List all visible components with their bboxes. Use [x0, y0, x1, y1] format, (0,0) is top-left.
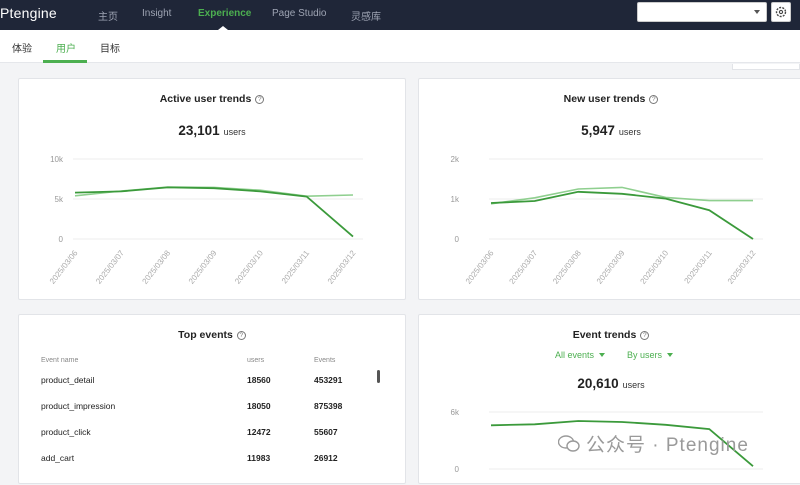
- event-count: 55607: [314, 427, 338, 437]
- x-tick-label: 2025/03/12: [726, 248, 758, 286]
- y-tick-label: 5k: [55, 195, 64, 204]
- y-tick-label: 1k: [451, 195, 460, 204]
- total-unit: users: [622, 380, 645, 390]
- series-line: [490, 420, 754, 467]
- event-users: 12472: [247, 427, 271, 437]
- help-icon[interactable]: ?: [236, 331, 246, 340]
- card-title-text: Active user trends: [159, 93, 252, 105]
- event-trend-chart: 6k 0: [451, 408, 763, 474]
- x-tick-label: 2025/03/06: [48, 248, 80, 286]
- event-name[interactable]: product_impression: [41, 401, 116, 411]
- x-tick-label: 2025/03/06: [464, 248, 496, 286]
- logo[interactable]: Ptengine: [0, 5, 57, 21]
- x-tick-label: 2025/03/10: [638, 248, 670, 286]
- tab-goals[interactable]: 目标: [100, 44, 120, 55]
- total-value: 5,947: [581, 123, 615, 138]
- help-icon[interactable]: ?: [649, 95, 659, 104]
- nav-item-page-studio[interactable]: Page Studio: [272, 8, 327, 19]
- event-trends-card: Event trends? All events By users 20,610…: [418, 314, 800, 484]
- caret-down-icon: [667, 353, 674, 357]
- x-tick-label: 2025/03/09: [187, 248, 219, 286]
- date-picker-tab[interactable]: [732, 64, 800, 70]
- x-tick-label: 2025/03/10: [233, 248, 265, 286]
- column-header-events[interactable]: Events: [314, 357, 336, 364]
- nav-item-home[interactable]: 主页: [98, 12, 118, 23]
- column-header-users[interactable]: users: [247, 357, 265, 364]
- x-tick-label: 2025/03/09: [595, 248, 627, 286]
- event-count: 453291: [314, 375, 343, 385]
- total-value: 20,610: [577, 376, 619, 391]
- active-user-trend-chart: 10k 5k 0 2025/03/06 2025/03/07 2025/03/08 2025…: [48, 155, 363, 286]
- y-tick-label: 10k: [50, 155, 64, 164]
- event-name[interactable]: add_cart: [41, 453, 75, 463]
- y-tick-label: 2k: [451, 155, 460, 164]
- x-tick-label: 2025/03/11: [683, 248, 715, 285]
- card-title-text: Top events: [178, 329, 233, 341]
- total-unit: users: [618, 127, 641, 137]
- gear-icon: [775, 6, 787, 18]
- x-tick-label: 2025/03/08: [140, 248, 172, 286]
- active-user-trends-card: Active user trends? 23,101 users 10k 5k 0 20…: [18, 78, 406, 300]
- card-title-text: New user trends: [563, 93, 646, 105]
- card-title: Event trends?: [419, 329, 800, 341]
- y-tick-label: 0: [455, 235, 460, 244]
- tab-users[interactable]: 用户: [56, 44, 76, 55]
- card-title: Active user trends?: [19, 93, 405, 105]
- settings-button[interactable]: [771, 2, 791, 22]
- active-users-total: 23,101 users: [19, 123, 405, 138]
- top-navigation: Ptengine 主页 Insight Experience Page Stud…: [0, 0, 800, 30]
- scrollbar-thumb[interactable]: [377, 370, 380, 383]
- total-unit: users: [223, 127, 246, 137]
- total-value: 23,101: [178, 123, 220, 138]
- card-title: New user trends?: [419, 93, 800, 105]
- x-tick-label: 2025/03/12: [326, 248, 358, 286]
- event-users: 18560: [247, 375, 271, 385]
- top-events-card: Top events? Event name users Events prod…: [18, 314, 406, 484]
- active-nav-indicator: [218, 26, 228, 30]
- x-tick-label: 2025/03/07: [507, 248, 539, 286]
- metric-filter-dropdown[interactable]: By users: [627, 350, 674, 360]
- y-tick-label: 0: [59, 235, 64, 244]
- help-icon[interactable]: ?: [640, 331, 650, 340]
- series-line: [490, 186, 753, 205]
- card-title: Top events?: [19, 329, 405, 341]
- event-count: 26912: [314, 453, 338, 463]
- x-tick-label: 2025/03/11: [280, 248, 312, 285]
- event-filter-dropdown[interactable]: All events: [555, 350, 606, 360]
- tab-experience[interactable]: 体验: [12, 44, 32, 55]
- new-users-total: 5,947 users: [419, 123, 800, 138]
- x-tick-label: 2025/03/07: [94, 248, 126, 286]
- help-icon[interactable]: ?: [255, 95, 265, 104]
- chevron-down-icon: [754, 10, 760, 14]
- event-name[interactable]: product_detail: [41, 375, 95, 385]
- event-users: 18050: [247, 401, 271, 411]
- y-tick-label: 0: [455, 465, 460, 474]
- event-filter-label: All events: [555, 350, 595, 360]
- new-user-trend-chart: 2k 1k 0 2025/03/06 2025/03/07 2025/03/08 2025/…: [451, 155, 763, 286]
- event-name[interactable]: product_click: [41, 427, 91, 437]
- x-tick-label: 2025/03/08: [551, 248, 583, 286]
- card-title-text: Event trends: [572, 329, 637, 341]
- watermark: 公众号 · Ptengine: [557, 430, 749, 457]
- active-tab-underline: [43, 60, 87, 63]
- y-tick-label: 6k: [451, 408, 460, 417]
- column-header-event-name[interactable]: Event name: [41, 357, 79, 364]
- project-select[interactable]: [637, 2, 767, 22]
- metric-filter-label: By users: [627, 350, 663, 360]
- sub-navigation: 体验 用户 目标: [0, 30, 800, 63]
- event-trends-total: 20,610 users: [419, 376, 800, 391]
- series-line: [490, 190, 754, 240]
- event-users: 11983: [247, 453, 271, 463]
- nav-item-inspiration[interactable]: 灵感库: [351, 12, 381, 23]
- nav-item-experience[interactable]: Experience: [198, 8, 252, 19]
- new-user-trends-card: New user trends? 5,947 users 2k 1k 0 2025/03…: [418, 78, 800, 300]
- caret-down-icon: [599, 353, 606, 357]
- event-count: 875398: [314, 401, 343, 411]
- watermark-text: 公众号 · Ptengine: [586, 435, 749, 456]
- series-line: [74, 186, 354, 238]
- nav-item-insight[interactable]: Insight: [142, 8, 172, 19]
- wechat-icon: [557, 435, 580, 452]
